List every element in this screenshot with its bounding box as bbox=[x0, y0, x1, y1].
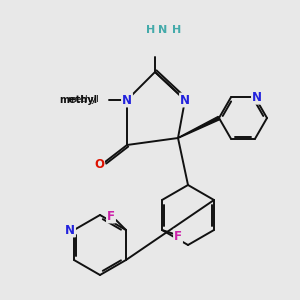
Text: H: H bbox=[146, 25, 155, 35]
Text: N: N bbox=[252, 91, 262, 104]
Text: F: F bbox=[107, 209, 115, 223]
Text: H: H bbox=[172, 25, 181, 35]
Text: N: N bbox=[65, 224, 75, 236]
Text: methyl: methyl bbox=[67, 95, 99, 104]
Text: N: N bbox=[180, 94, 190, 106]
Text: methyl: methyl bbox=[59, 95, 97, 105]
Text: N: N bbox=[158, 25, 168, 35]
Text: O: O bbox=[94, 158, 104, 170]
Polygon shape bbox=[178, 116, 220, 138]
Text: N: N bbox=[122, 94, 132, 106]
Text: F: F bbox=[174, 230, 182, 242]
